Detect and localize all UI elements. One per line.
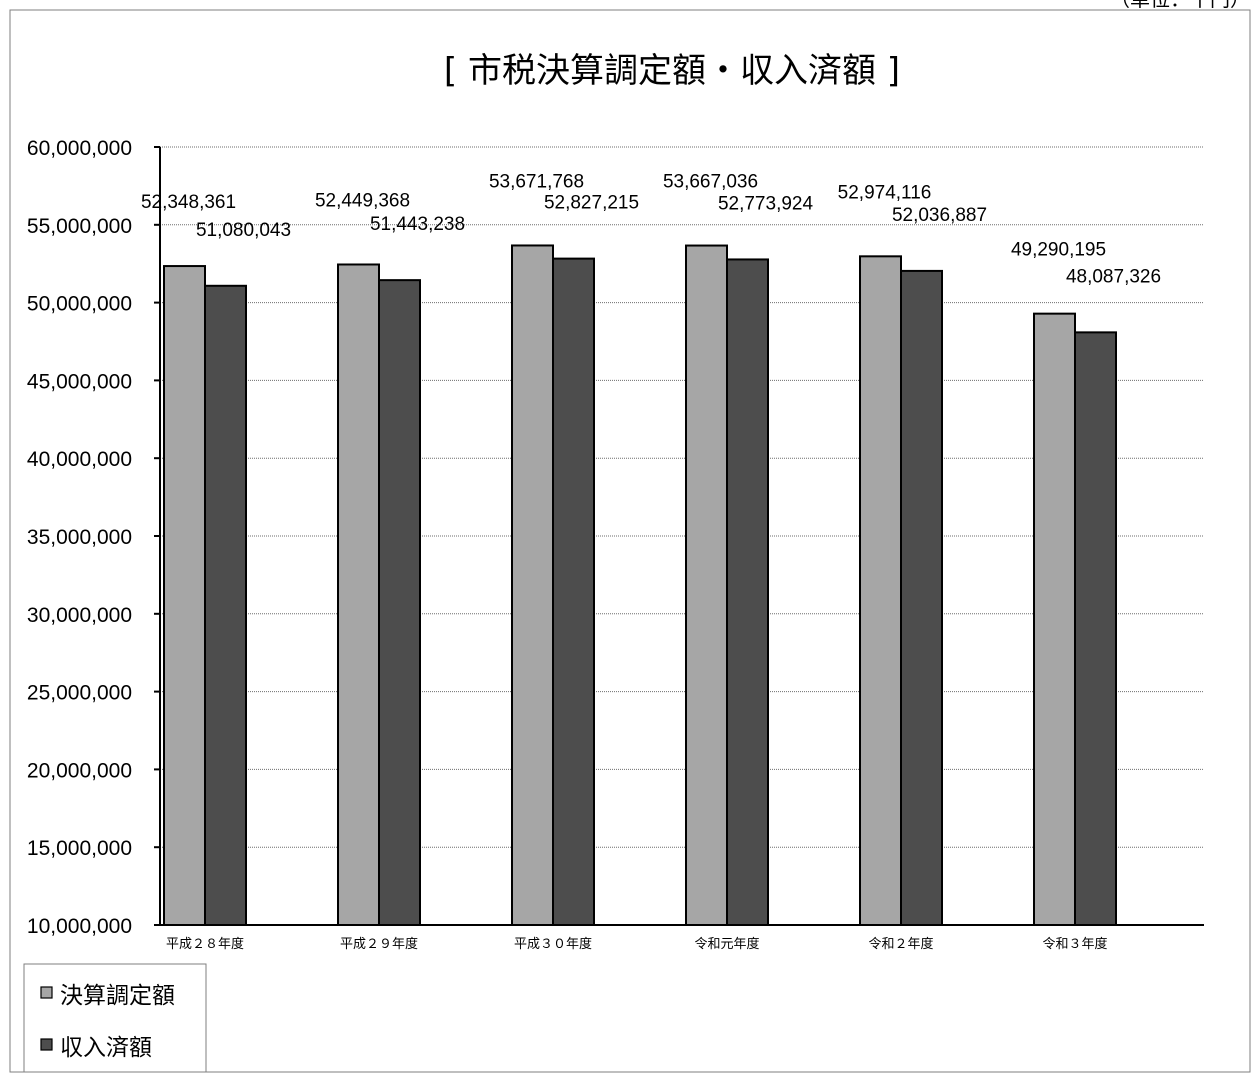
- y-tick-label: 40,000,000: [27, 448, 132, 471]
- y-tick-label: 20,000,000: [27, 759, 132, 782]
- x-category-label: 令和元年度: [694, 936, 759, 952]
- data-label-series-2: 52,036,887: [892, 205, 987, 226]
- axes: [154, 146, 1204, 926]
- y-tick-label: 45,000,000: [27, 370, 132, 393]
- data-label-series-1: 52,449,368: [315, 190, 410, 211]
- legend-frame: [23, 963, 207, 1073]
- bar-series-1: [859, 255, 902, 926]
- x-category-label: 平成２８年度: [166, 936, 244, 952]
- bar-series-2: [1074, 331, 1117, 926]
- y-tick-label: 35,000,000: [27, 526, 132, 549]
- y-tick-label: 15,000,000: [27, 837, 132, 860]
- data-label-series-1: 52,974,116: [838, 182, 932, 203]
- chart-title: [ 市税決算調定額・収入済額 ]: [444, 51, 900, 91]
- data-labels: 52,348,361 51,080,043 52,449,368 51,443,238…: [141, 171, 1161, 287]
- bar-series-2: [204, 284, 247, 926]
- bar-series-2: [552, 257, 595, 926]
- legend-swatch-series-1: [40, 986, 53, 999]
- unit-label: （単位：千円）: [1110, 0, 1250, 11]
- bar-series-1: [337, 263, 380, 926]
- legend-label-series-1: 決算調定額: [60, 983, 175, 1009]
- data-label-series-1: 53,667,036: [663, 172, 758, 193]
- data-label-series-2: 51,080,043: [196, 220, 291, 241]
- y-tick-label: 25,000,000: [27, 682, 132, 705]
- bar-series-1: [163, 265, 206, 926]
- x-category-label: 令和２年度: [868, 936, 933, 952]
- bar-series-2: [900, 269, 943, 926]
- bar-series-2: [378, 279, 421, 927]
- y-tick-label: 55,000,000: [27, 215, 132, 238]
- legend-label-series-2: 収入済額: [60, 1035, 152, 1061]
- gridlines: [160, 146, 1204, 848]
- y-tick-label: 50,000,000: [27, 293, 132, 316]
- x-category-label: 令和３年度: [1042, 936, 1107, 952]
- y-tick-label: 30,000,000: [27, 604, 132, 627]
- legend-swatch-series-2: [40, 1038, 53, 1051]
- bar-series-1: [511, 244, 554, 926]
- y-tick-label: 10,000,000: [27, 915, 132, 938]
- y-tick-label: 60,000,000: [27, 137, 132, 160]
- y-axis-tick-labels: 10,000,000 15,000,000 20,000,000 25,000,000…: [27, 137, 132, 938]
- x-category-label: 平成２９年度: [340, 936, 418, 952]
- legend: 決算調定額 収入済額: [23, 963, 207, 1073]
- bars: [163, 244, 1117, 927]
- bar-series-2: [726, 258, 769, 926]
- data-label-series-1: 53,671,768: [489, 171, 584, 192]
- bar-series-1: [685, 244, 728, 927]
- x-axis-category-labels: 平成２８年度 平成２９年度 平成３０年度 令和元年度 令和２年度 令和３年度: [166, 936, 1108, 952]
- data-label-series-2: 48,087,326: [1066, 266, 1161, 287]
- x-category-label: 平成３０年度: [514, 936, 592, 952]
- data-label-series-1: 49,290,195: [1011, 240, 1106, 261]
- data-label-series-2: 52,827,215: [544, 193, 639, 214]
- bar-series-1: [1033, 312, 1076, 926]
- data-label-series-2: 52,773,924: [718, 193, 814, 214]
- data-label-series-1: 52,348,361: [141, 192, 236, 213]
- data-label-series-2: 51,443,238: [370, 214, 465, 235]
